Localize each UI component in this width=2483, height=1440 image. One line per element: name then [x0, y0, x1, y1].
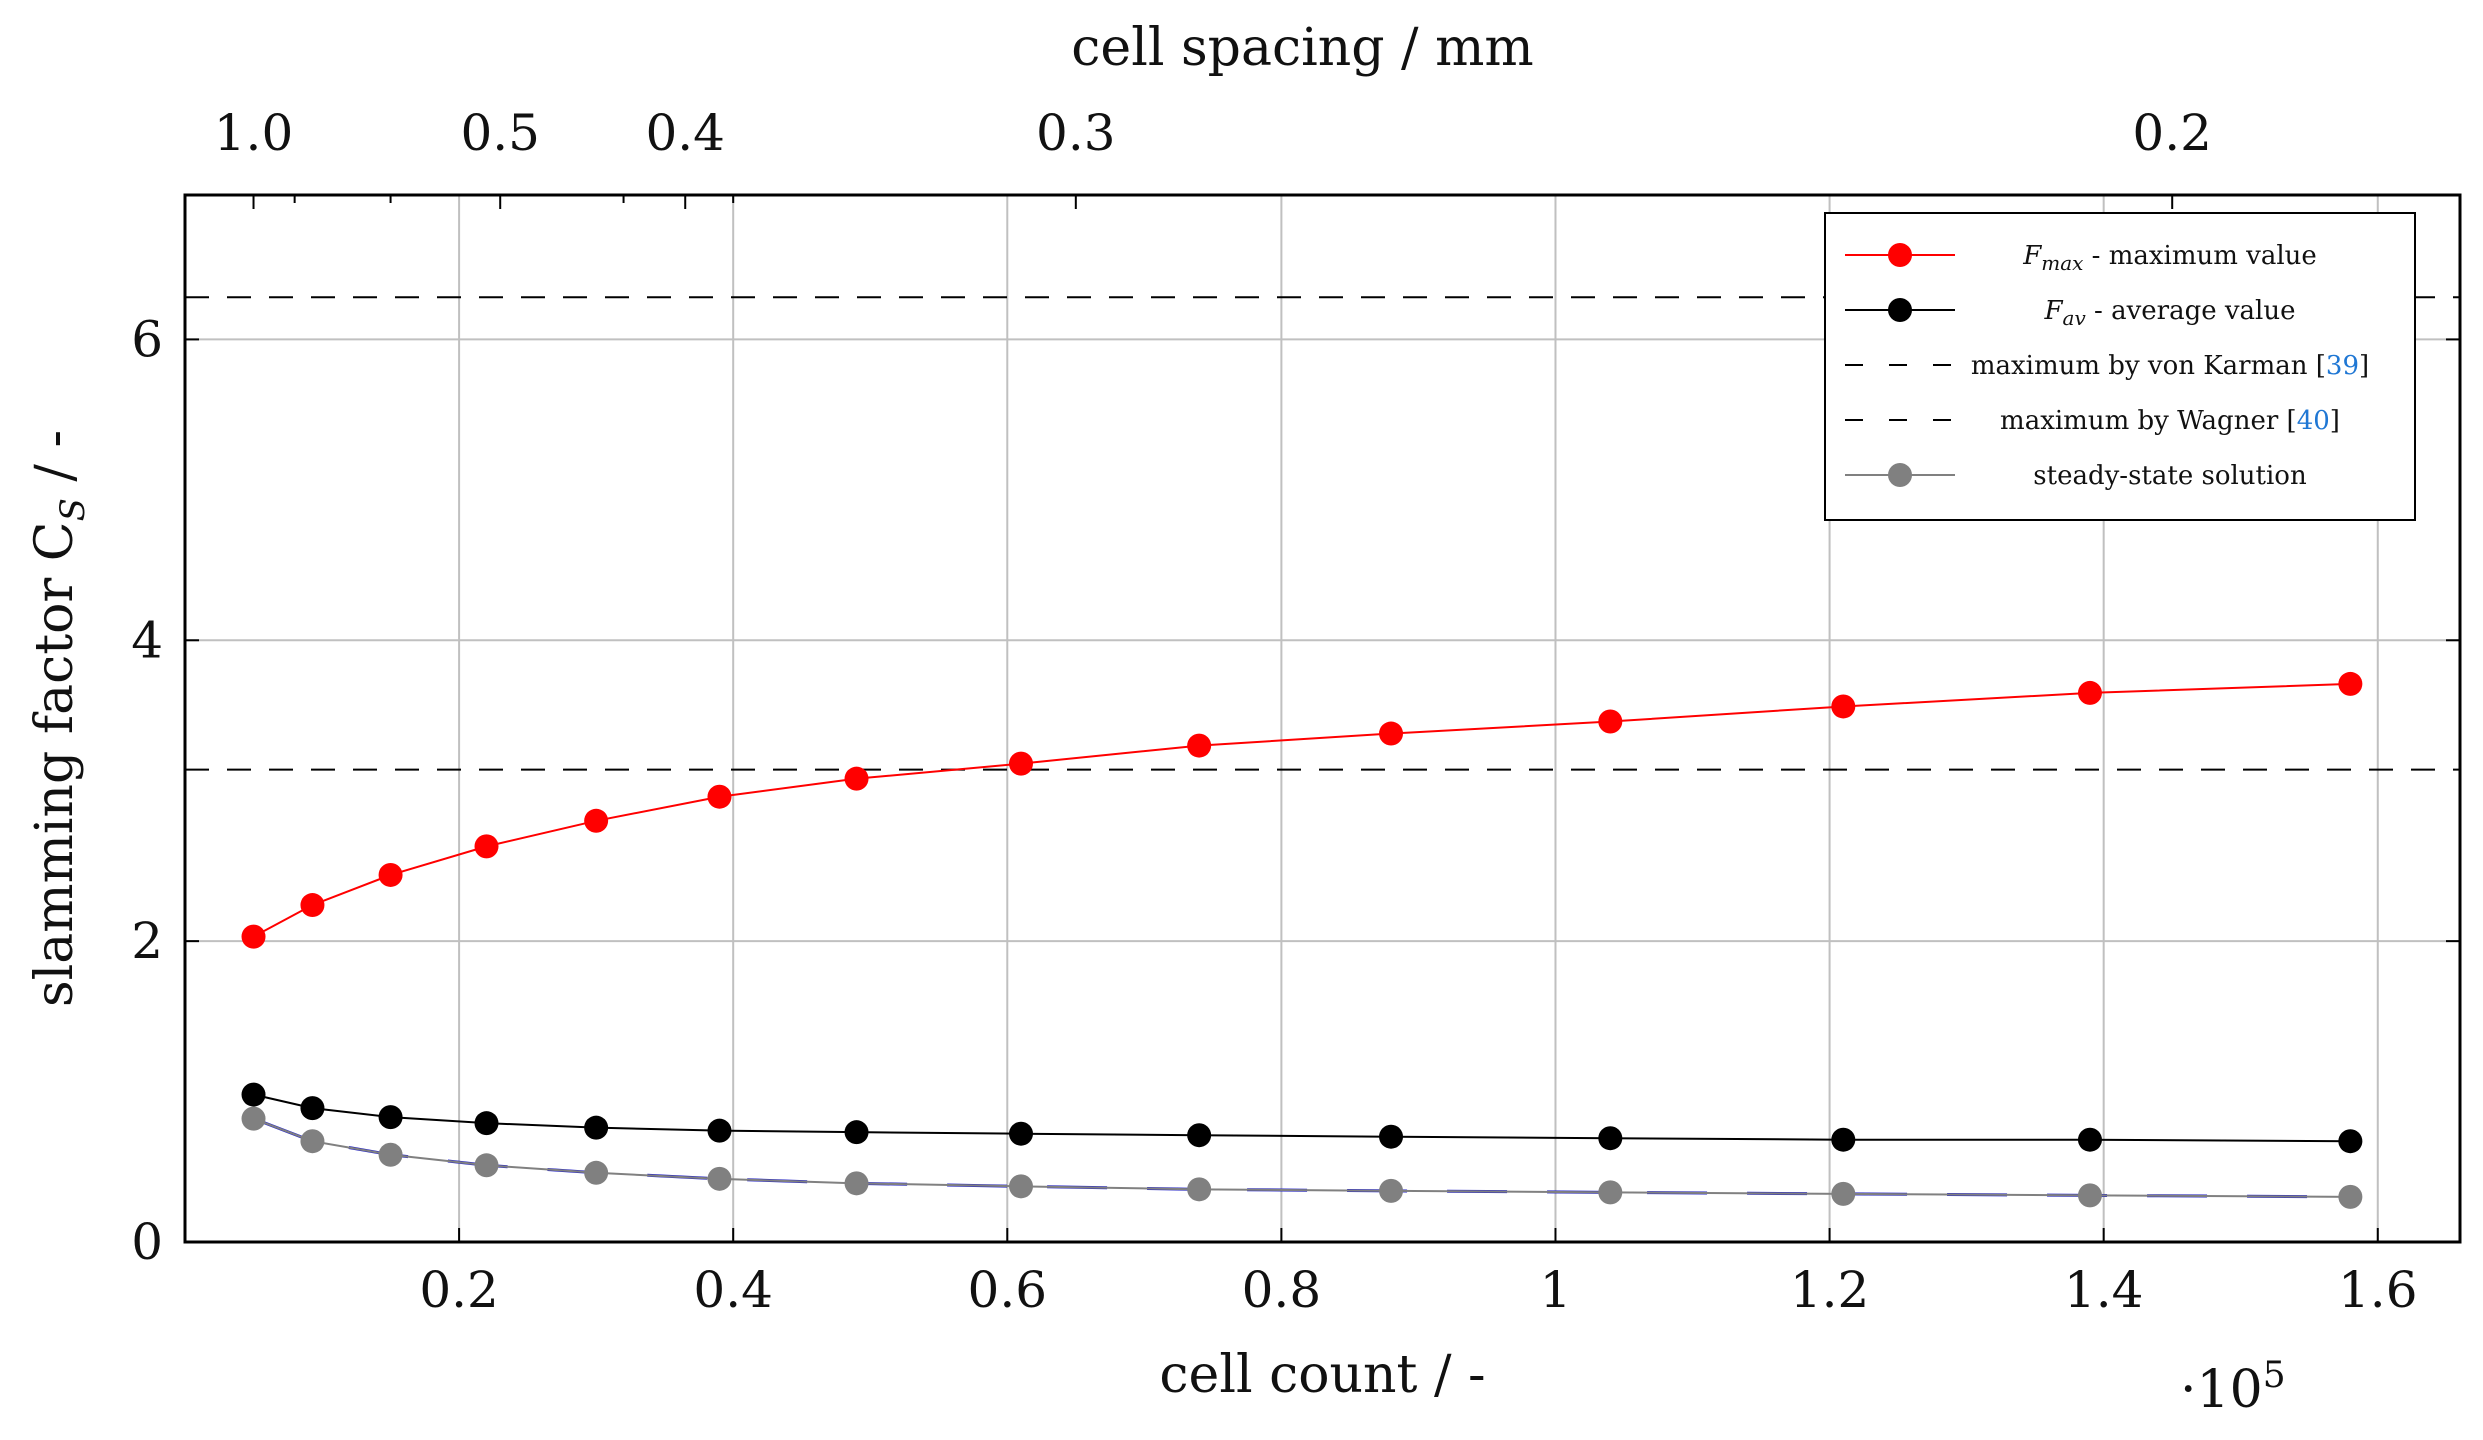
legend-label-wagner: maximum by Wagner [40]	[2000, 406, 2340, 436]
y-axis-title: slamming factor CS / -	[25, 430, 93, 1007]
series-point	[1598, 1180, 1623, 1205]
axes: 0.2 0.4 0.6 0.8 1 1.2 1.4 1.6 0 2 4 6 1.0 0.5 0.4 0.3 0.…	[25, 18, 2460, 1420]
top-tick-label: 1.0	[214, 104, 294, 162]
y-tick-label: 0	[131, 1213, 163, 1271]
legend-marker	[1888, 243, 1912, 267]
top-tick-label: 0.3	[1036, 104, 1116, 162]
series-point	[300, 1096, 325, 1121]
series-point	[2338, 671, 2363, 696]
series-point	[378, 1105, 403, 1130]
series-point	[378, 862, 403, 887]
series-point	[584, 1160, 609, 1185]
plot-frame	[183, 193, 2462, 1244]
series-point	[707, 1166, 732, 1191]
legend-label-karman: maximum by von Karman [39]	[1971, 351, 2369, 381]
series-line	[253, 682, 2351, 938]
y-tick-label: 2	[131, 912, 163, 970]
legend-box	[1824, 212, 2416, 521]
series-point	[300, 1129, 325, 1154]
series-point	[1831, 1127, 1856, 1152]
x-tick-label: 0.8	[1242, 1261, 1322, 1319]
x-tick-label: 1.2	[1790, 1261, 1870, 1319]
series-point	[2077, 1127, 2102, 1152]
series-point	[1008, 1174, 1033, 1199]
legend-label-fav: Fav - average value	[2043, 296, 2295, 330]
series-point	[584, 1115, 609, 1140]
series-point	[707, 784, 732, 809]
series-point	[2077, 680, 2102, 705]
top-tick-label: 0.4	[645, 104, 725, 162]
x-tick-label: 0.4	[693, 1261, 773, 1319]
series-point	[2338, 1184, 2363, 1209]
series-point	[1187, 1177, 1212, 1202]
legend-marker	[1888, 298, 1912, 322]
series-point	[2338, 1129, 2363, 1154]
series-point	[1379, 721, 1404, 746]
series-point	[1831, 1181, 1856, 1206]
legend: Fmax - maximum value Fav - average value m…	[1824, 212, 2416, 521]
legend-marker	[1888, 463, 1912, 487]
y-tick-label: 4	[131, 611, 163, 669]
series-point	[474, 1111, 499, 1136]
x-tick-label: 1.6	[2338, 1261, 2418, 1319]
series-point	[1187, 733, 1212, 758]
x-tick-label: 0.6	[968, 1261, 1048, 1319]
series-point	[1831, 694, 1856, 719]
y-tick-label: 6	[131, 310, 163, 368]
series-line	[253, 1117, 2351, 1198]
x-axis-title: cell count / -	[1159, 1345, 1485, 1405]
series-point	[1187, 1123, 1212, 1148]
series-point	[1008, 751, 1033, 776]
top-tick-label: 0.2	[2132, 104, 2212, 162]
series-line	[253, 1093, 2351, 1143]
series-point	[1379, 1124, 1404, 1149]
series-point	[1598, 1126, 1623, 1151]
series-point	[584, 808, 609, 833]
series-point	[844, 1171, 869, 1196]
top-axis-title: cell spacing / mm	[1071, 18, 1533, 78]
steady-state-blue-dash	[252, 1117, 2351, 1199]
series-point	[844, 766, 869, 791]
series-point	[241, 924, 266, 949]
series-point	[1598, 709, 1623, 734]
x-tick-label: 1	[1540, 1261, 1572, 1319]
series-point	[1008, 1121, 1033, 1146]
legend-label-fmax: Fmax - maximum value	[2022, 241, 2317, 275]
series-point	[241, 1082, 266, 1107]
series-point	[844, 1120, 869, 1145]
x-tick-label: 0.2	[419, 1261, 499, 1319]
series-point	[300, 893, 325, 918]
series-point	[1379, 1178, 1404, 1203]
series-point	[241, 1106, 266, 1131]
series-point	[707, 1118, 732, 1143]
series-point	[378, 1142, 403, 1167]
top-tick-label: 0.5	[460, 104, 540, 162]
x-tick-label: 1.4	[2064, 1261, 2144, 1319]
series-point	[474, 1153, 499, 1178]
data-series	[241, 671, 2363, 1209]
series-point	[2077, 1183, 2102, 1208]
series-point	[474, 834, 499, 859]
x-multiplier: ·105	[2180, 1355, 2286, 1420]
legend-label-steady: steady-state solution	[2033, 461, 2307, 491]
